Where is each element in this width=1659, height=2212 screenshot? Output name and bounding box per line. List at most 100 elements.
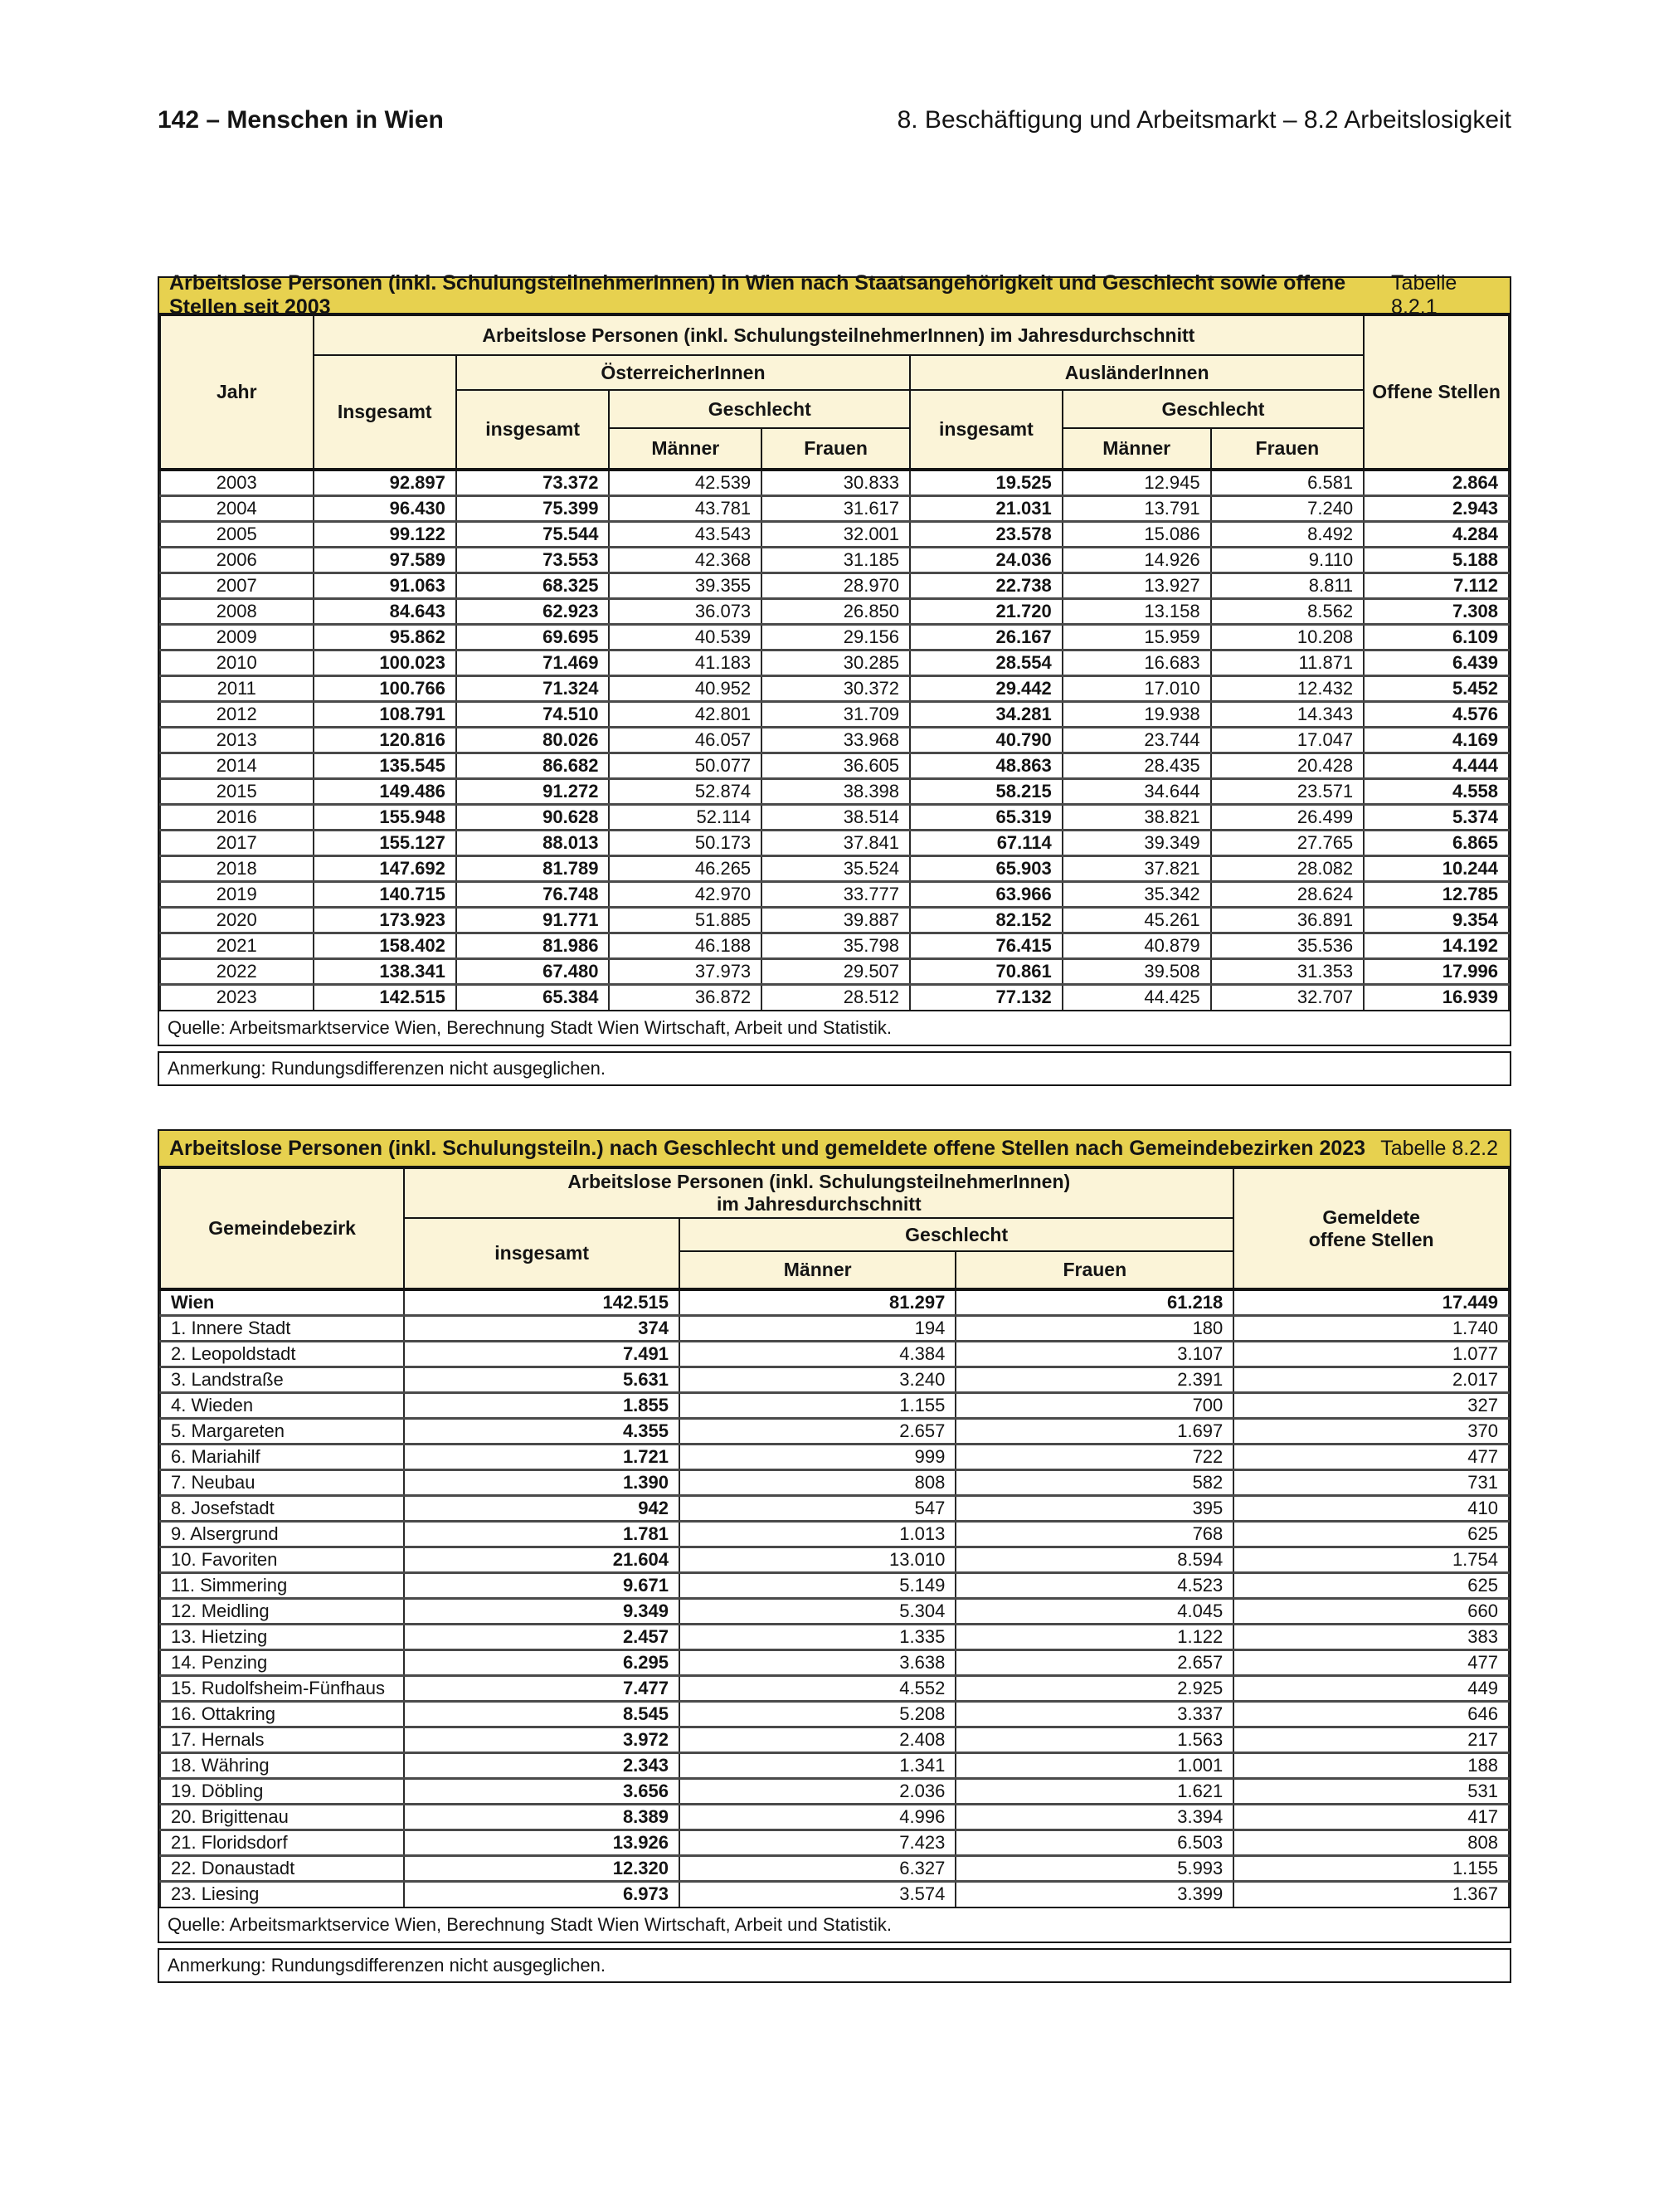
col-header-maenner-oest: Männer bbox=[608, 427, 763, 471]
table1-header: Jahr Arbeitslose Personen (inkl. Schulun… bbox=[159, 314, 1510, 471]
cell: 67.114 bbox=[909, 828, 1063, 855]
cell: 42.970 bbox=[608, 879, 763, 907]
cell: 42.368 bbox=[608, 545, 763, 572]
cell: 42.801 bbox=[608, 699, 763, 727]
cell: 12.785 bbox=[1363, 879, 1510, 907]
table2-title-bar: Arbeitslose Personen (inkl. Schulungstei… bbox=[159, 1131, 1510, 1167]
cell: 35.536 bbox=[1209, 931, 1365, 958]
cell: 5. Margareten bbox=[158, 1416, 406, 1444]
cell: 1.855 bbox=[403, 1391, 680, 1418]
cell: 449 bbox=[1233, 1674, 1510, 1701]
cell: 36.605 bbox=[761, 751, 912, 778]
cell: 44.425 bbox=[1061, 982, 1212, 1010]
cell: 32.707 bbox=[1209, 982, 1365, 1010]
table2-body: Wien 142.515 81.297 61.218 17.449 1. Innere S… bbox=[158, 1289, 1510, 1907]
cell: 65.319 bbox=[909, 802, 1063, 830]
cell: 6. Mariahilf bbox=[158, 1442, 406, 1469]
cell: 9.354 bbox=[1363, 905, 1510, 933]
cell: 81.297 bbox=[678, 1289, 957, 1315]
cell: 29.156 bbox=[761, 622, 912, 650]
district-row: 5. Margareten 4.355 2.657 1.697 370 bbox=[158, 1416, 1510, 1444]
table2-grid: Gemeindebezirk Arbeitslose Personen (ink… bbox=[158, 1167, 1510, 1907]
cell: 2016 bbox=[159, 802, 314, 830]
cell: 660 bbox=[1233, 1596, 1510, 1624]
cell: 2.925 bbox=[955, 1674, 1235, 1701]
cell: 40.952 bbox=[608, 674, 763, 701]
cell: 13.010 bbox=[678, 1545, 957, 1572]
district-row: 18. Währing 2.343 1.341 1.001 188 bbox=[158, 1751, 1510, 1778]
cell: 4.576 bbox=[1363, 699, 1510, 727]
cell: 2009 bbox=[159, 622, 314, 650]
cell: 142.515 bbox=[312, 982, 457, 1010]
cell: 1.563 bbox=[955, 1725, 1235, 1752]
table1-grid: Jahr Arbeitslose Personen (inkl. Schulun… bbox=[159, 314, 1510, 1010]
cell: 2.943 bbox=[1363, 494, 1510, 521]
district-row: 9. Alsergrund 1.781 1.013 768 625 bbox=[158, 1519, 1510, 1547]
table1-source-row: Quelle: Arbeitsmarktservice Wien, Berech… bbox=[159, 1010, 1510, 1045]
cell: 374 bbox=[403, 1313, 680, 1341]
cell: 1.335 bbox=[678, 1622, 957, 1649]
cell: 417 bbox=[1233, 1802, 1510, 1830]
cell: 327 bbox=[1233, 1391, 1510, 1418]
district-row: Wien 142.515 81.297 61.218 17.449 bbox=[158, 1289, 1510, 1315]
cell: 1.390 bbox=[403, 1468, 680, 1495]
cell: 768 bbox=[955, 1519, 1235, 1547]
cell: 5.208 bbox=[678, 1699, 957, 1727]
cell: 142.515 bbox=[403, 1289, 680, 1315]
cell: 2020 bbox=[159, 905, 314, 933]
cell: 1.001 bbox=[955, 1751, 1235, 1778]
cell: 120.816 bbox=[312, 725, 457, 753]
cell: 19. Döbling bbox=[158, 1776, 406, 1804]
cell: 2004 bbox=[159, 494, 314, 521]
col-header-maenner-ausl: Männer bbox=[1061, 427, 1212, 471]
cell: 19.525 bbox=[909, 470, 1063, 495]
cell: 5.993 bbox=[955, 1854, 1235, 1881]
cell: 5.374 bbox=[1363, 802, 1510, 830]
cell: 52.874 bbox=[608, 777, 763, 804]
year-row: 2008 84.643 62.923 36.073 26.850 21.720 13.158… bbox=[159, 597, 1510, 624]
cell: 149.486 bbox=[312, 777, 457, 804]
page-header: 142 – Menschen in Wien 8. Beschäftigung … bbox=[158, 106, 1511, 134]
col-header-sub-insgesamt-oest: insgesamt bbox=[455, 389, 611, 471]
cell: 5.452 bbox=[1363, 674, 1510, 701]
cell: 30.833 bbox=[761, 470, 912, 495]
cell: 91.063 bbox=[312, 571, 457, 598]
cell: 477 bbox=[1233, 1442, 1510, 1469]
year-row: 2020 173.923 91.771 51.885 39.887 82.152 45.26… bbox=[159, 905, 1510, 933]
cell: 370 bbox=[1233, 1416, 1510, 1444]
chapter-title: 8. Beschäftigung und Arbeitsmarkt – 8.2 … bbox=[897, 106, 1511, 134]
col-header-offene-stellen: Offene Stellen bbox=[1363, 314, 1510, 471]
cell: 69.695 bbox=[455, 622, 611, 650]
cell: 43.781 bbox=[608, 494, 763, 521]
cell: 97.589 bbox=[312, 545, 457, 572]
cell: 71.469 bbox=[455, 648, 611, 675]
district-row: 11. Simmering 9.671 5.149 4.523 625 bbox=[158, 1571, 1510, 1598]
cell: 8.594 bbox=[955, 1545, 1235, 1572]
cell: 2.391 bbox=[955, 1365, 1235, 1392]
cell: 6.865 bbox=[1363, 828, 1510, 855]
cell: 2.343 bbox=[403, 1751, 680, 1778]
cell: 7.491 bbox=[403, 1339, 680, 1367]
table1-title-bar: Arbeitslose Personen (inkl. Schulungstei… bbox=[159, 271, 1510, 319]
cell: 18. Währing bbox=[158, 1751, 406, 1778]
cell: 14.192 bbox=[1363, 931, 1510, 958]
cell: 13. Hietzing bbox=[158, 1622, 406, 1649]
cell: 46.057 bbox=[608, 725, 763, 753]
cell: 3.638 bbox=[678, 1648, 957, 1675]
cell: 6.973 bbox=[403, 1879, 680, 1907]
cell: 4.284 bbox=[1363, 519, 1510, 547]
cell: 6.503 bbox=[955, 1828, 1235, 1855]
cell: 395 bbox=[955, 1493, 1235, 1521]
cell: 3.337 bbox=[955, 1699, 1235, 1727]
cell: 2.657 bbox=[955, 1648, 1235, 1675]
cell: 31.617 bbox=[761, 494, 912, 521]
cell: 38.821 bbox=[1061, 802, 1212, 830]
year-row: 2009 95.862 69.695 40.539 29.156 26.167 15.959… bbox=[159, 622, 1510, 650]
cell: 11. Simmering bbox=[158, 1571, 406, 1598]
cell: 700 bbox=[955, 1391, 1235, 1418]
cell: 188 bbox=[1233, 1751, 1510, 1778]
cell: 80.026 bbox=[455, 725, 611, 753]
cell: 7.308 bbox=[1363, 597, 1510, 624]
cell: 1.155 bbox=[678, 1391, 957, 1418]
cell: 29.442 bbox=[909, 674, 1063, 701]
